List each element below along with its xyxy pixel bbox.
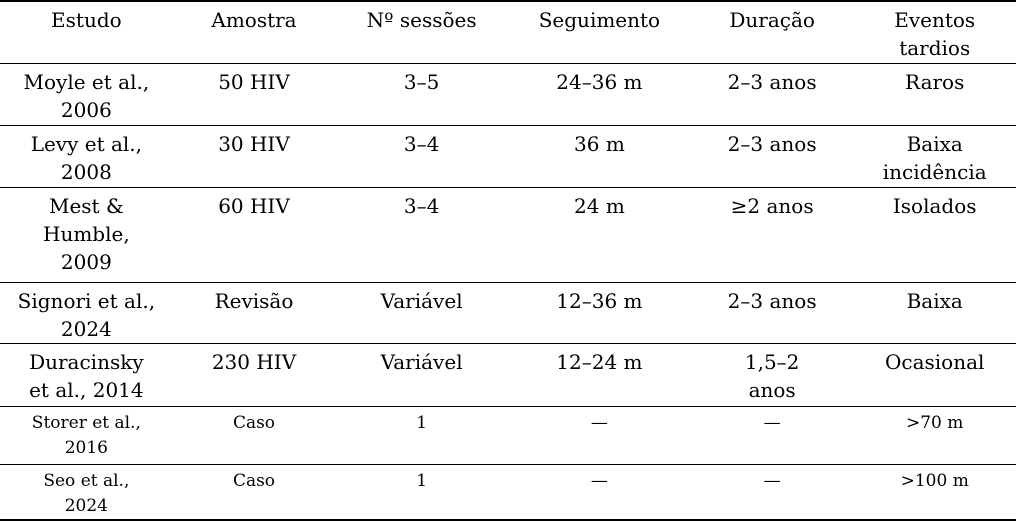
cell-sessoes: 1 <box>416 470 428 491</box>
cell-sessoes: 3–5 <box>403 69 440 94</box>
cell-eventos-tardios: Baixa <box>906 288 963 313</box>
table-row: Seo et al., 2024 Caso 1 — — >100 m <box>0 464 1016 520</box>
cell-duracao: 2–3 anos <box>727 288 817 313</box>
table-row: Duracinsky et al., 2014 230 HIV Variável… <box>0 343 1016 406</box>
cell-sessoes: 1 <box>416 412 428 433</box>
cell-estudo: Levy et al., 2008 <box>30 131 143 184</box>
cell-sessoes: Variável <box>380 288 463 313</box>
table-row: Mest & Humble, 2009 60 HIV 3–4 24 m ≥2 a… <box>0 187 1016 282</box>
column-header-sessoes: Nº sessões <box>366 8 477 32</box>
header-row: Estudo Amostra Nº sessões Seguimento Dur… <box>0 1 1016 63</box>
cell-amostra: 30 HIV <box>218 131 290 156</box>
column-header-estudo: Estudo <box>51 8 122 32</box>
cell-estudo: Duracinsky et al., 2014 <box>29 349 144 402</box>
cell-estudo: Seo et al., 2024 <box>43 470 130 516</box>
table-row: Levy et al., 2008 30 HIV 3–4 36 m 2–3 an… <box>0 125 1016 187</box>
cell-seguimento: 12–24 m <box>556 349 643 374</box>
column-header-amostra: Amostra <box>211 8 297 32</box>
cell-amostra: Revisão <box>214 288 294 313</box>
cell-sessoes: 3–4 <box>403 193 440 218</box>
cell-seguimento: 24 m <box>574 193 625 218</box>
table-row: Storer et al., 2016 Caso 1 — — >70 m <box>0 406 1016 464</box>
column-header-duracao: Duração <box>729 8 815 32</box>
cell-amostra: Caso <box>232 470 276 491</box>
cell-sessoes: 3–4 <box>403 131 440 156</box>
cell-seguimento: 24–36 m <box>556 69 643 94</box>
cell-duracao: — <box>763 470 781 491</box>
table-row: Signori et al., 2024 Revisão Variável 12… <box>0 282 1016 343</box>
column-header-seguimento: Seguimento <box>538 8 661 32</box>
cell-eventos-tardios: >100 m <box>900 470 969 491</box>
cell-seguimento: 12–36 m <box>556 288 643 313</box>
cell-amostra: 60 HIV <box>218 193 290 218</box>
cell-amostra: 50 HIV <box>218 69 290 94</box>
cell-duracao: 2–3 anos <box>727 69 817 94</box>
cell-duracao: ≥2 anos <box>730 193 814 218</box>
cell-sessoes: Variável <box>380 349 463 374</box>
cell-eventos-tardios: Baixa incidência <box>882 131 987 184</box>
cell-duracao: — <box>763 412 781 433</box>
cell-estudo: Storer et al., 2016 <box>31 412 141 458</box>
column-header-eventos-tardios: Eventos tardios <box>894 8 976 60</box>
cell-duracao: 2–3 anos <box>727 131 817 156</box>
cell-estudo: Mest & Humble, 2009 <box>43 193 130 274</box>
cell-seguimento: 36 m <box>574 131 625 156</box>
cell-amostra: Caso <box>232 412 276 433</box>
table-row: Moyle et al., 2006 50 HIV 3–5 24–36 m 2–… <box>0 63 1016 125</box>
cell-amostra: 230 HIV <box>211 349 297 374</box>
cell-eventos-tardios: Raros <box>905 69 965 94</box>
cell-estudo: Moyle et al., 2006 <box>23 69 150 122</box>
cell-eventos-tardios: Ocasional <box>884 349 985 374</box>
cell-eventos-tardios: >70 m <box>906 412 964 433</box>
cell-seguimento: — <box>590 412 608 433</box>
cell-eventos-tardios: Isolados <box>892 193 977 218</box>
cell-duracao: 1,5–2 anos <box>744 349 800 402</box>
cell-estudo: Signori et al., 2024 <box>17 288 156 341</box>
cell-seguimento: — <box>590 470 608 491</box>
